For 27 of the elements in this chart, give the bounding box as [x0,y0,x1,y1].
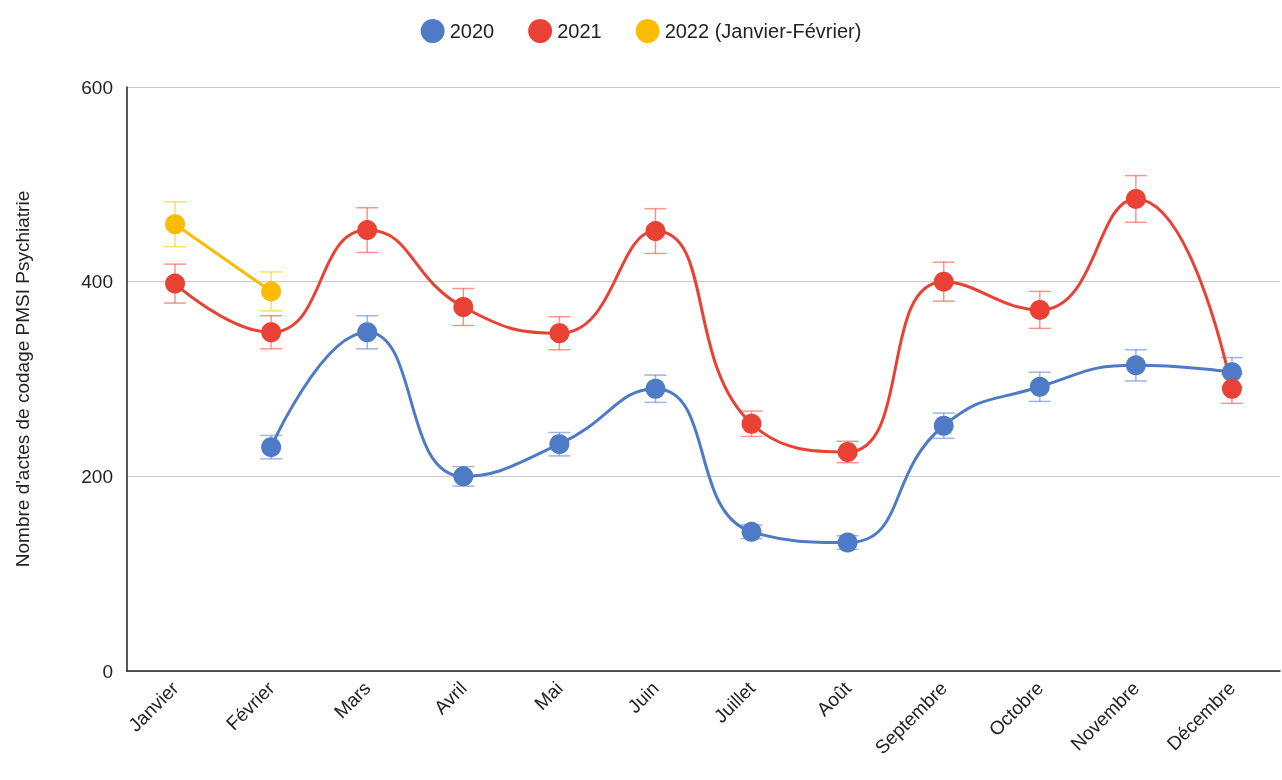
point [1029,376,1050,397]
point [1221,378,1242,399]
point [357,322,378,343]
point [549,323,570,344]
point [165,214,186,235]
point [1125,188,1146,209]
x-tick-label: Juin [623,677,663,718]
y-axis-title: Nombre d'actes de codage PMSI Psychiatrie [12,190,33,568]
point [1221,362,1242,383]
point [1125,355,1146,376]
legend-label: 2022 (Janvier-Février) [664,20,862,42]
point [261,322,282,343]
legend-label: 2020 [449,20,495,42]
point [1029,299,1050,320]
point [645,221,666,242]
point [165,273,186,294]
point [933,271,954,292]
legend-label: 2021 [557,20,602,42]
y-tick-label: 600 [81,76,113,98]
point [645,378,666,399]
y-tick-label: 400 [81,271,113,293]
point [453,296,474,317]
point [357,220,378,241]
y-tick-label: 0 [102,660,113,682]
y-tick-label: 200 [81,465,113,487]
x-tick-label: Mai [530,677,567,715]
point [261,281,282,302]
